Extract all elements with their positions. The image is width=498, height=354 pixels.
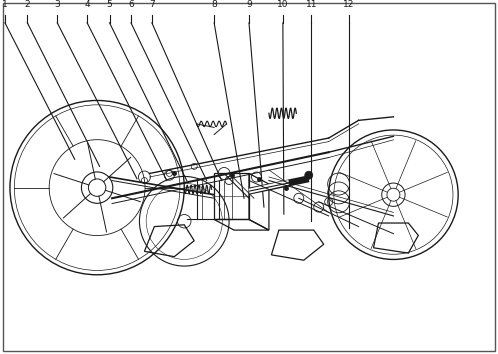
Text: 10: 10 xyxy=(277,0,289,9)
Text: 3: 3 xyxy=(54,0,60,9)
Text: 6: 6 xyxy=(128,0,134,9)
Text: 12: 12 xyxy=(343,0,354,9)
Text: 2: 2 xyxy=(24,0,30,9)
Circle shape xyxy=(305,171,313,179)
Text: 8: 8 xyxy=(211,0,217,9)
Text: 5: 5 xyxy=(107,0,113,9)
Text: 9: 9 xyxy=(246,0,252,9)
Text: 4: 4 xyxy=(84,0,90,9)
Text: 1: 1 xyxy=(2,0,8,9)
Text: 7: 7 xyxy=(149,0,155,9)
Text: 11: 11 xyxy=(305,0,317,9)
